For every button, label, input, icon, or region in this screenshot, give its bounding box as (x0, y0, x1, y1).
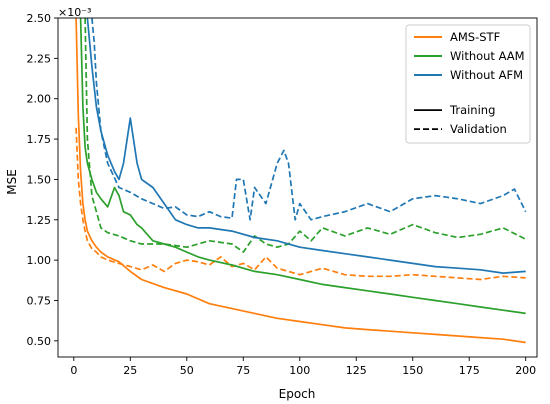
x-tick-label: 25 (123, 364, 137, 377)
series-line-ams-stf-validation (75, 127, 526, 281)
x-tick-label: 100 (289, 364, 310, 377)
axes: 0 25 50 75 100 125 150 175 200 0.50 0.75 1.00 1.25 1.… (27, 12, 538, 377)
x-tick-label: 0 (70, 364, 77, 377)
x-tick-label: 150 (402, 364, 423, 377)
x-tick-label: 175 (459, 364, 480, 377)
y-tick-label: 0.75 (27, 295, 52, 308)
legend-box (405, 24, 531, 144)
x-axis-label: Epoch (279, 387, 316, 401)
series-line-without-aam-validation (84, 18, 527, 253)
series-line-without-afm-validation (91, 18, 527, 221)
x-tick-label: 125 (346, 364, 367, 377)
series-line-ams-stf-training (75, 18, 526, 344)
y-tick-label: 2.25 (27, 52, 52, 65)
y-tick-label: 1.75 (27, 133, 52, 146)
x-tick-label: 50 (180, 364, 194, 377)
y-tick-label: 2.50 (27, 12, 52, 25)
legend: AMS-STF Without AAM Without AFM Training Val… (405, 24, 531, 144)
y-tick-label: 1.00 (27, 254, 52, 267)
y-axis-label: MSE (5, 169, 19, 195)
legend-label-without-afm: Without AFM (450, 68, 523, 82)
plot-area (75, 18, 527, 344)
y-scale-label: ×10⁻³ (58, 6, 91, 19)
series-line-without-aam-training (79, 18, 526, 315)
legend-label-validation: Validation (450, 122, 507, 136)
legend-label-training: Training (449, 103, 495, 117)
x-tick-label: 200 (515, 364, 536, 377)
y-tick-label: 0.50 (27, 335, 52, 348)
legend-label-without-aam: Without AAM (450, 49, 525, 63)
axes-frame (57, 17, 538, 358)
x-tick-label: 75 (236, 364, 250, 377)
y-tick-label: 1.50 (27, 173, 52, 186)
series-line-without-afm-training (86, 18, 526, 274)
y-tick-label: 2.00 (27, 93, 52, 106)
legend-label-ams-stf: AMS-STF (450, 30, 500, 44)
y-tick-label: 1.25 (27, 214, 52, 227)
